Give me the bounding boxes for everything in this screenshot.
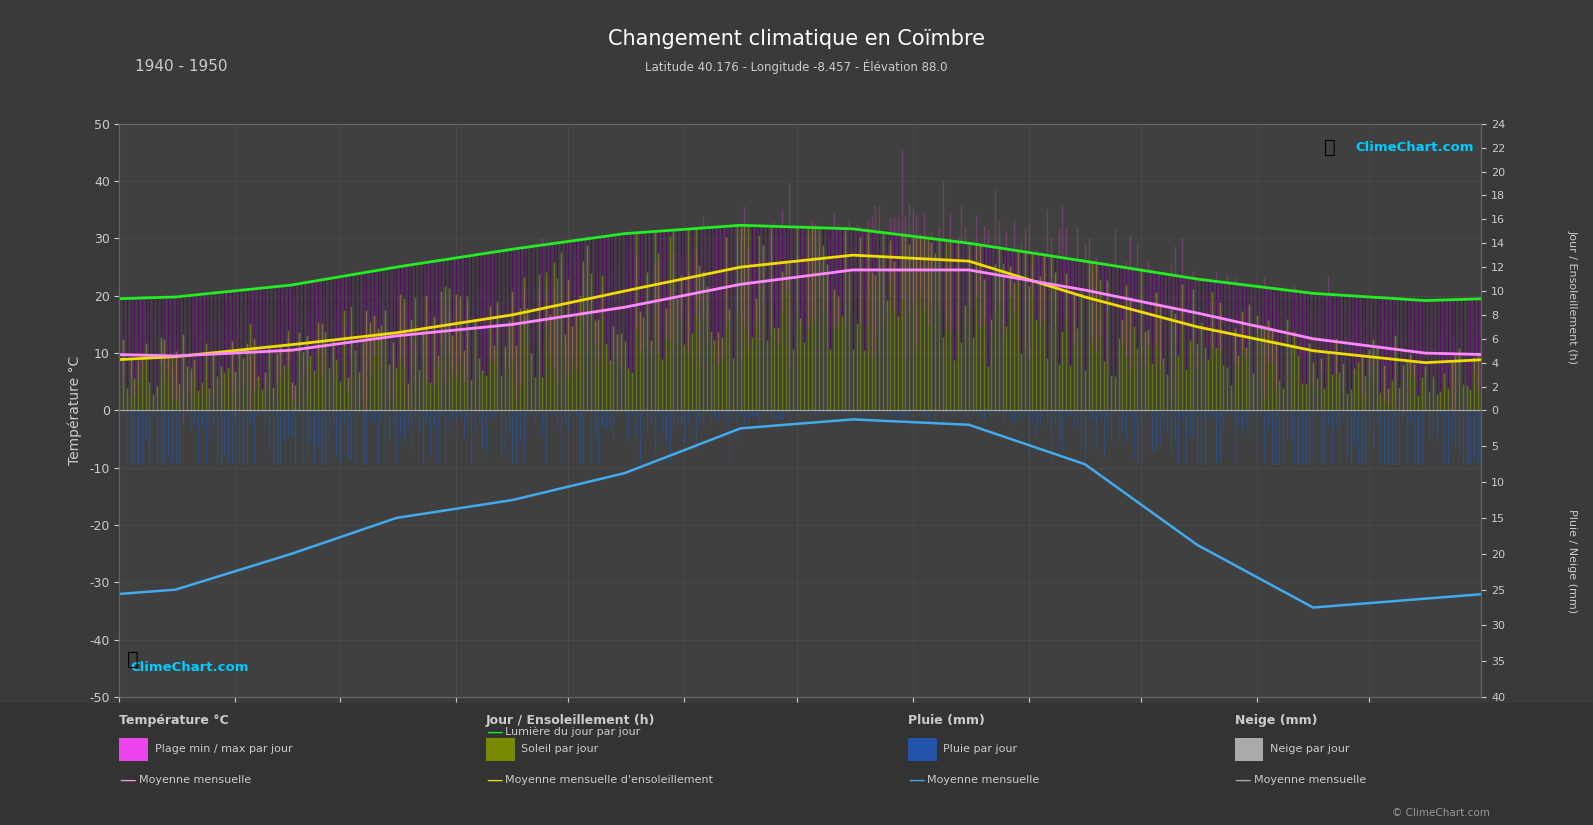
Text: Pluie par jour: Pluie par jour (943, 744, 1018, 754)
Y-axis label: Température °C: Température °C (68, 356, 83, 465)
Text: Pluie / Neige (mm): Pluie / Neige (mm) (1568, 509, 1577, 613)
Text: © ClimeChart.com: © ClimeChart.com (1392, 808, 1489, 818)
Text: Moyenne mensuelle d'ensoleillement: Moyenne mensuelle d'ensoleillement (505, 775, 714, 785)
Text: —: — (119, 771, 135, 789)
Text: Neige par jour: Neige par jour (1270, 744, 1349, 754)
Text: ClimeChart.com: ClimeChart.com (1356, 141, 1474, 154)
Text: Latitude 40.176 - Longitude -8.457 - Élévation 88.0: Latitude 40.176 - Longitude -8.457 - Élé… (645, 59, 948, 74)
Text: Jour / Ensoleillement (h): Jour / Ensoleillement (h) (1568, 230, 1577, 364)
Text: Neige (mm): Neige (mm) (1235, 714, 1317, 727)
Text: Lumière du jour par jour: Lumière du jour par jour (505, 727, 640, 737)
Text: Jour / Ensoleillement (h): Jour / Ensoleillement (h) (486, 714, 655, 727)
Text: Moyenne mensuelle: Moyenne mensuelle (139, 775, 250, 785)
Text: —: — (908, 771, 924, 789)
Text: 1940 - 1950: 1940 - 1950 (135, 59, 228, 74)
Text: Moyenne mensuelle: Moyenne mensuelle (927, 775, 1039, 785)
Text: Soleil par jour: Soleil par jour (521, 744, 597, 754)
Text: Plage min / max par jour: Plage min / max par jour (155, 744, 292, 754)
Text: —: — (486, 723, 502, 741)
Text: 🌐: 🌐 (127, 649, 139, 668)
Text: —: — (486, 771, 502, 789)
Text: Moyenne mensuelle: Moyenne mensuelle (1254, 775, 1365, 785)
Text: —: — (1235, 771, 1251, 789)
Text: ClimeChart.com: ClimeChart.com (131, 661, 249, 674)
Text: 🌐: 🌐 (1324, 138, 1335, 157)
Text: Changement climatique en Coïmbre: Changement climatique en Coïmbre (609, 29, 984, 49)
Text: Pluie (mm): Pluie (mm) (908, 714, 984, 727)
Text: Température °C: Température °C (119, 714, 229, 727)
